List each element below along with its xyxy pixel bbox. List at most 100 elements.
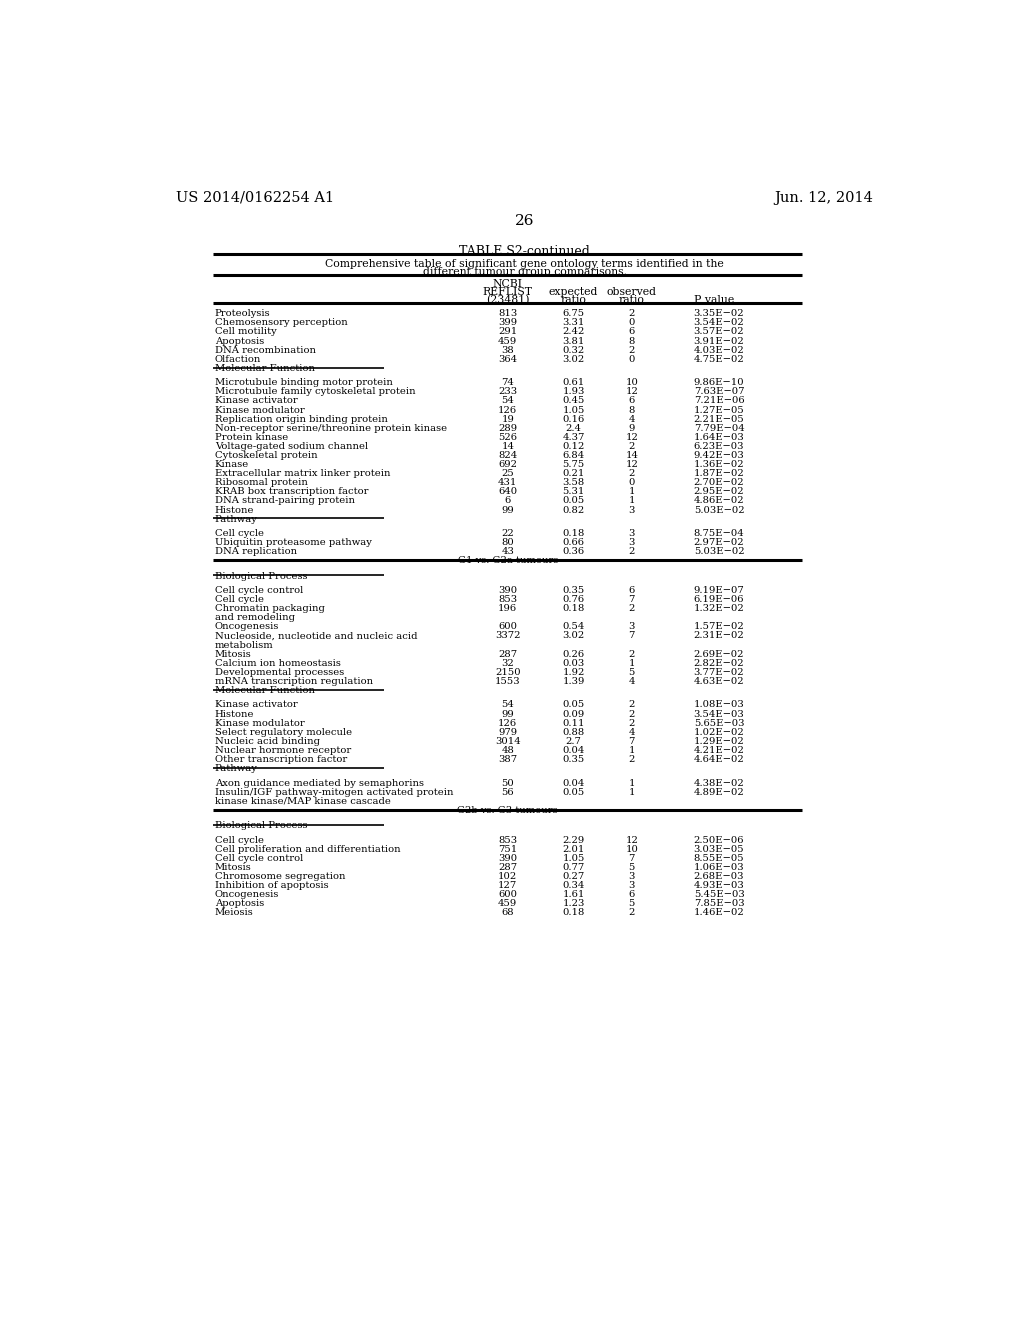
Text: 287: 287 — [499, 649, 517, 659]
Text: 1.27E−05: 1.27E−05 — [693, 405, 744, 414]
Text: Non-receptor serine/threonine protein kinase: Non-receptor serine/threonine protein ki… — [215, 424, 446, 433]
Text: 853: 853 — [499, 595, 517, 605]
Text: 127: 127 — [498, 880, 517, 890]
Text: 1.05: 1.05 — [562, 854, 585, 863]
Text: 0.18: 0.18 — [562, 908, 585, 917]
Text: 287: 287 — [499, 863, 517, 871]
Text: 0.09: 0.09 — [562, 710, 585, 718]
Text: 126: 126 — [499, 405, 517, 414]
Text: 0.03: 0.03 — [562, 659, 585, 668]
Text: 3.02: 3.02 — [562, 631, 585, 640]
Text: 6.75: 6.75 — [562, 309, 585, 318]
Text: 3014: 3014 — [495, 737, 520, 746]
Text: 1.57E−02: 1.57E−02 — [693, 623, 744, 631]
Text: Mitosis: Mitosis — [215, 863, 252, 871]
Text: 2: 2 — [629, 346, 635, 355]
Text: Histone: Histone — [215, 710, 254, 718]
Text: kinase kinase/MAP kinase cascade: kinase kinase/MAP kinase cascade — [215, 797, 391, 805]
Text: 5: 5 — [629, 863, 635, 871]
Text: 4: 4 — [629, 677, 635, 686]
Text: 74: 74 — [502, 379, 514, 387]
Text: 853: 853 — [499, 836, 517, 845]
Text: different tumour group comparisons.: different tumour group comparisons. — [423, 267, 627, 277]
Text: 54: 54 — [502, 396, 514, 405]
Text: 4.93E−03: 4.93E−03 — [693, 880, 744, 890]
Text: 0.76: 0.76 — [562, 595, 585, 605]
Text: 54: 54 — [502, 701, 514, 709]
Text: 0.32: 0.32 — [562, 346, 585, 355]
Text: 3: 3 — [629, 623, 635, 631]
Text: Ribosomal protein: Ribosomal protein — [215, 478, 307, 487]
Text: 43: 43 — [502, 548, 514, 556]
Text: 1.87E−02: 1.87E−02 — [693, 469, 744, 478]
Text: Jun. 12, 2014: Jun. 12, 2014 — [775, 191, 873, 205]
Text: 1.36E−02: 1.36E−02 — [693, 461, 744, 469]
Text: 2: 2 — [629, 442, 635, 451]
Text: 2.97E−02: 2.97E−02 — [693, 539, 744, 548]
Text: 526: 526 — [499, 433, 517, 442]
Text: US 2014/0162254 A1: US 2014/0162254 A1 — [176, 191, 334, 205]
Text: 0.27: 0.27 — [562, 873, 585, 880]
Text: 0.61: 0.61 — [562, 379, 585, 387]
Text: 5: 5 — [629, 668, 635, 677]
Text: 824: 824 — [498, 451, 517, 459]
Text: 1.93: 1.93 — [562, 387, 585, 396]
Text: 1: 1 — [629, 496, 635, 506]
Text: 6.23E−03: 6.23E−03 — [693, 442, 744, 451]
Text: 9.86E−10: 9.86E−10 — [693, 379, 744, 387]
Text: TABLE S2-continued: TABLE S2-continued — [460, 244, 590, 257]
Text: 7.85E−03: 7.85E−03 — [693, 899, 744, 908]
Text: 3: 3 — [629, 539, 635, 548]
Text: 25: 25 — [502, 469, 514, 478]
Text: 99: 99 — [502, 506, 514, 515]
Text: 12: 12 — [626, 461, 638, 469]
Text: expected: expected — [549, 286, 598, 297]
Text: Voltage-gated sodium channel: Voltage-gated sodium channel — [215, 442, 368, 451]
Text: Select regulatory molecule: Select regulatory molecule — [215, 727, 352, 737]
Text: 12: 12 — [626, 433, 638, 442]
Text: 399: 399 — [499, 318, 517, 327]
Text: Molecular Function: Molecular Function — [215, 686, 314, 696]
Text: 1.64E−03: 1.64E−03 — [693, 433, 744, 442]
Text: 48: 48 — [502, 746, 514, 755]
Text: 5.45E−03: 5.45E−03 — [693, 890, 744, 899]
Text: 1.61: 1.61 — [562, 890, 585, 899]
Text: Kinase activator: Kinase activator — [215, 396, 298, 405]
Text: Other transcription factor: Other transcription factor — [215, 755, 347, 764]
Text: 4.64E−02: 4.64E−02 — [693, 755, 744, 764]
Text: 0.66: 0.66 — [562, 539, 585, 548]
Text: 0.82: 0.82 — [562, 506, 585, 515]
Text: 3: 3 — [629, 880, 635, 890]
Text: 8.55E−05: 8.55E−05 — [693, 854, 744, 863]
Text: 9: 9 — [629, 424, 635, 433]
Text: 0.11: 0.11 — [562, 718, 585, 727]
Text: 2: 2 — [629, 755, 635, 764]
Text: Kinase modulator: Kinase modulator — [215, 718, 304, 727]
Text: 2.69E−02: 2.69E−02 — [693, 649, 744, 659]
Text: 32: 32 — [502, 659, 514, 668]
Text: 1: 1 — [629, 487, 635, 496]
Text: 3.31: 3.31 — [562, 318, 585, 327]
Text: 390: 390 — [499, 586, 517, 595]
Text: 5.03E−02: 5.03E−02 — [693, 548, 744, 556]
Text: Cell cycle control: Cell cycle control — [215, 586, 303, 595]
Text: Protein kinase: Protein kinase — [215, 433, 288, 442]
Text: 7: 7 — [629, 854, 635, 863]
Text: Axon guidance mediated by semaphorins: Axon guidance mediated by semaphorins — [215, 779, 424, 788]
Text: 3.57E−02: 3.57E−02 — [693, 327, 744, 337]
Text: 10: 10 — [626, 379, 638, 387]
Text: Replication origin binding protein: Replication origin binding protein — [215, 414, 388, 424]
Text: 2: 2 — [629, 701, 635, 709]
Text: 99: 99 — [502, 710, 514, 718]
Text: 0.04: 0.04 — [562, 746, 585, 755]
Text: 600: 600 — [499, 623, 517, 631]
Text: 3: 3 — [629, 506, 635, 515]
Text: Apoptosis: Apoptosis — [215, 899, 264, 908]
Text: 14: 14 — [502, 442, 514, 451]
Text: 1.46E−02: 1.46E−02 — [693, 908, 744, 917]
Text: 3.35E−02: 3.35E−02 — [693, 309, 744, 318]
Text: 4.21E−02: 4.21E−02 — [693, 746, 744, 755]
Text: 3.54E−03: 3.54E−03 — [693, 710, 744, 718]
Text: Extracellular matrix linker protein: Extracellular matrix linker protein — [215, 469, 390, 478]
Text: Ubiquitin proteasome pathway: Ubiquitin proteasome pathway — [215, 539, 372, 548]
